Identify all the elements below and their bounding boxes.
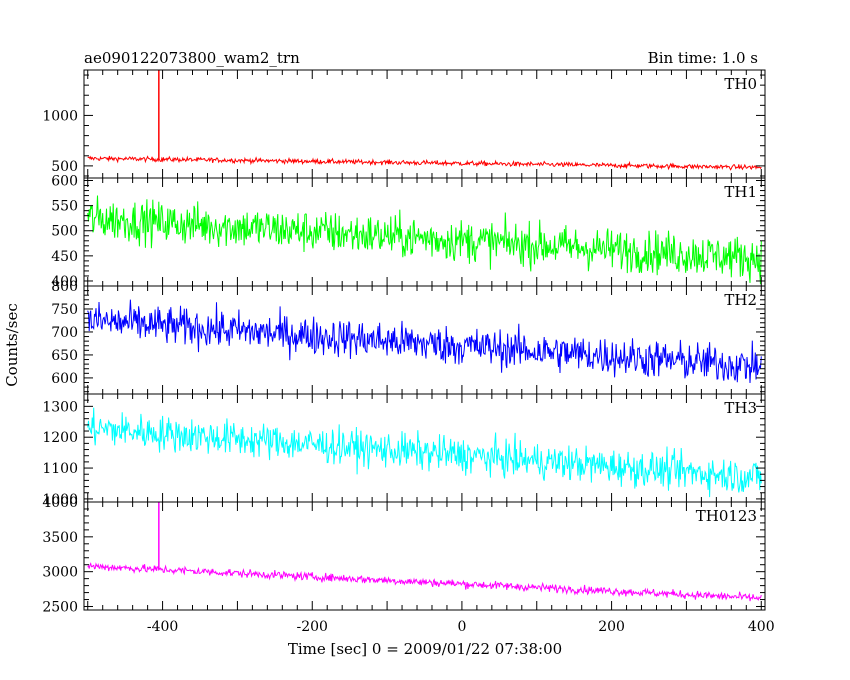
panel-label-th1: TH1 [724,183,757,201]
y-tick-label: 1100 [42,461,78,477]
series-line-th0123 [87,562,762,602]
y-tick-label: 750 [51,302,78,318]
y-tick-label: 3000 [42,565,78,581]
x-tick-label: 400 [748,619,775,635]
x-tick-label: -200 [297,619,328,635]
y-tick-label: 600 [51,174,78,190]
x-tick-label: -400 [147,619,178,635]
y-tick-label: 4000 [42,495,78,511]
panel-frame [83,285,766,395]
y-tick-label: 800 [51,279,78,295]
x-tick-label: 0 [457,619,466,635]
y-axis-label: Counts/sec [3,303,21,387]
y-tick-label: 650 [51,348,78,364]
panel-th3: TH3 1000 1100 1200 1300 [42,393,766,508]
panels-group: TH0 500 1000 TH1 400 450 500 550 600 TH2 600 650 700… [42,69,775,635]
panel-label-th2: TH2 [724,291,757,309]
y-tick-label: 3500 [42,530,78,546]
panel-label-th0123: TH0123 [696,507,757,525]
y-tick-label: 450 [51,249,78,265]
y-tick-label: 550 [51,199,78,215]
y-tick-label: 1000 [42,108,78,124]
panel-label-th0: TH0 [724,75,757,93]
x-tick-label: 200 [598,619,625,635]
chart-title: ae090122073800_wam2_trn [84,49,300,67]
bin-time-label: Bin time: 1.0 s [648,49,758,67]
y-tick-label: 1000 [42,492,78,508]
y-tick-label: 2500 [42,600,78,616]
panel-frame [83,501,766,611]
y-tick-label: 500 [51,159,78,175]
y-tick-label: 600 [51,371,78,387]
y-tick-label: 400 [51,274,78,290]
x-axis-label: Time [sec] 0 = 2009/01/22 07:38:00 [288,640,562,658]
panel-th1: TH1 400 450 500 550 600 [51,174,766,290]
series-line-th2 [87,299,762,384]
panel-th0: TH0 500 1000 [42,69,766,179]
series-line-th1 [87,195,762,285]
y-tick-label: 500 [51,224,78,240]
y-tick-label: 1200 [42,430,78,446]
panel-th2: TH2 600 650 700 750 800 [51,279,766,395]
panel-label-th3: TH3 [724,399,757,417]
panel-th0123: TH0123 2500 3000 3500 4000 [42,495,766,616]
series-line-th0 [87,155,762,171]
series-line-th3 [87,407,762,498]
y-tick-label: 700 [51,325,78,341]
y-tick-label: 1300 [42,399,78,415]
